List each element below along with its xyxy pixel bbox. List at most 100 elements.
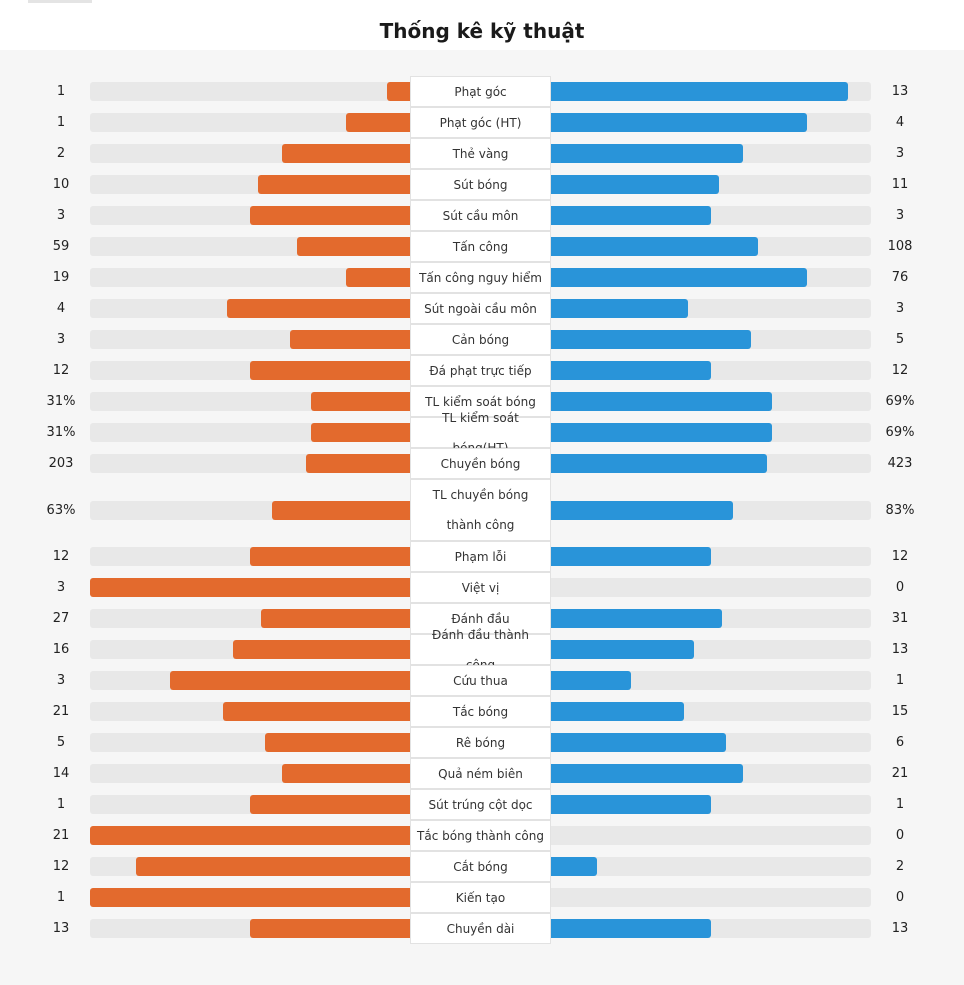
- home-bar: [136, 857, 410, 876]
- away-bar: [551, 144, 743, 163]
- away-bar: [551, 857, 597, 876]
- home-bar: [250, 361, 410, 380]
- home-value: 12: [52, 549, 70, 564]
- stat-row: 31% TL kiểm soát bóng 69%: [0, 386, 964, 417]
- stats-chart: 1 Phạt góc 13 1 Phạt góc (HT) 4 2 Thẻ vàng 3 10 Sú…: [0, 50, 964, 985]
- home-bar: [282, 764, 410, 783]
- home-bar: [250, 206, 410, 225]
- away-track: [551, 578, 871, 597]
- home-track: [90, 175, 410, 194]
- stat-row: 3 Cản bóng 5: [0, 324, 964, 355]
- stat-label: Chuyền bóng: [410, 448, 551, 479]
- stat-row: 2 Thẻ vàng 3: [0, 138, 964, 169]
- away-value: 15: [891, 704, 909, 719]
- home-track: [90, 795, 410, 814]
- away-track: [551, 501, 871, 520]
- stat-row: 5 Rê bóng 6: [0, 727, 964, 758]
- stat-row: 13 Chuyền dài 13: [0, 913, 964, 944]
- stat-label: Sút ngoài cầu môn: [410, 293, 551, 324]
- home-track: [90, 578, 410, 597]
- stat-row: 203 Chuyền bóng 423: [0, 448, 964, 479]
- home-track: [90, 733, 410, 752]
- home-value: 1: [56, 890, 66, 905]
- away-bar: [551, 113, 807, 132]
- stat-label: Tấn công: [410, 231, 551, 262]
- stat-label: Việt vị: [410, 572, 551, 603]
- stat-label: Phạt góc: [410, 76, 551, 107]
- stat-row: 14 Quả ném biên 21: [0, 758, 964, 789]
- away-track: [551, 919, 871, 938]
- away-bar: [551, 361, 711, 380]
- home-value: 19: [52, 270, 70, 285]
- home-track: [90, 82, 410, 101]
- home-value: 14: [52, 766, 70, 781]
- stat-label: Kiến tạo: [410, 882, 551, 913]
- away-value: 12: [891, 549, 909, 564]
- away-track: [551, 113, 871, 132]
- home-bar: [272, 501, 410, 520]
- home-value: 3: [56, 580, 66, 595]
- home-track: [90, 299, 410, 318]
- home-value: 12: [52, 363, 70, 378]
- away-value: 69%: [885, 394, 915, 409]
- home-track: [90, 361, 410, 380]
- away-track: [551, 392, 871, 411]
- away-bar: [551, 919, 711, 938]
- stat-row: 21 Tắc bóng 15: [0, 696, 964, 727]
- stat-label: Cản bóng: [410, 324, 551, 355]
- title-bar: Thống kê kỹ thuật: [0, 0, 964, 50]
- away-value: 13: [891, 642, 909, 657]
- home-bar: [90, 888, 410, 907]
- home-bar: [387, 82, 410, 101]
- away-bar: [551, 206, 711, 225]
- stat-label: TL kiểm soát bóng: [410, 386, 551, 417]
- away-bar: [551, 237, 758, 256]
- home-bar: [170, 671, 410, 690]
- away-track: [551, 702, 871, 721]
- stat-label: Sút trúng cột dọc: [410, 789, 551, 820]
- away-value: 12: [891, 363, 909, 378]
- away-bar: [551, 609, 722, 628]
- home-track: [90, 237, 410, 256]
- home-track: [90, 423, 410, 442]
- away-value: 4: [895, 115, 905, 130]
- stat-row: 3 Sút cầu môn 3: [0, 200, 964, 231]
- home-bar: [227, 299, 410, 318]
- home-track: [90, 919, 410, 938]
- stat-label: Phạt góc (HT): [410, 107, 551, 138]
- home-track: [90, 206, 410, 225]
- away-bar: [551, 423, 772, 442]
- away-value: 13: [891, 84, 909, 99]
- away-bar: [551, 268, 807, 287]
- home-value: 3: [56, 332, 66, 347]
- away-value: 6: [895, 735, 905, 750]
- home-bar: [311, 423, 410, 442]
- home-value: 2: [56, 146, 66, 161]
- home-track: [90, 268, 410, 287]
- stat-row: 1 Phạt góc 13: [0, 76, 964, 107]
- home-bar: [90, 578, 410, 597]
- away-value: 1: [895, 673, 905, 688]
- home-bar: [311, 392, 410, 411]
- away-value: 69%: [885, 425, 915, 440]
- home-bar: [265, 733, 410, 752]
- away-track: [551, 764, 871, 783]
- home-track: [90, 764, 410, 783]
- stat-label: Thẻ vàng: [410, 138, 551, 169]
- away-bar: [551, 764, 743, 783]
- home-bar: [250, 547, 410, 566]
- home-value: 1: [56, 84, 66, 99]
- home-value: 1: [56, 797, 66, 812]
- stat-label: Cắt bóng: [410, 851, 551, 882]
- home-value: 31%: [46, 394, 76, 409]
- away-track: [551, 609, 871, 628]
- home-track: [90, 609, 410, 628]
- away-value: 0: [895, 580, 905, 595]
- away-track: [551, 888, 871, 907]
- away-bar: [551, 454, 767, 473]
- away-bar: [551, 702, 684, 721]
- home-bar: [261, 609, 410, 628]
- away-bar: [551, 175, 719, 194]
- away-value: 3: [895, 208, 905, 223]
- home-value: 31%: [46, 425, 76, 440]
